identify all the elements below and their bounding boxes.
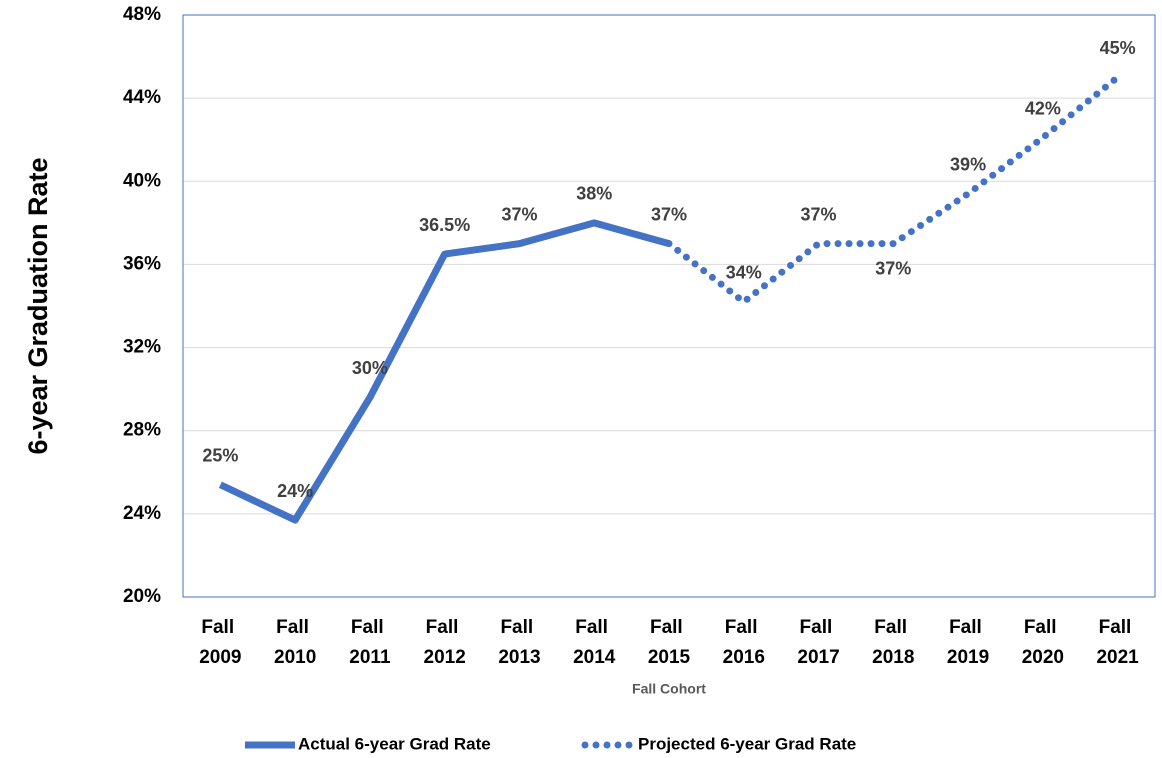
data-label: 37% (501, 204, 537, 224)
data-label: 42% (1025, 98, 1061, 118)
data-label: 37% (875, 258, 911, 278)
data-label: 45% (1100, 38, 1136, 58)
x-tick-label: Fall 2017 (797, 617, 839, 668)
x-tick-label: Fall 2009 (199, 617, 241, 668)
x-tick-label: Fall 2015 (648, 617, 691, 668)
x-tick-label: Fall 2011 (349, 617, 391, 668)
legend-label: Actual 6-year Grad Rate (298, 734, 491, 753)
data-label: 38% (576, 184, 612, 204)
data-label: 39% (950, 155, 986, 175)
x-tick-label: Fall 2020 (1022, 617, 1064, 668)
y-tick-label: 20% (123, 586, 161, 607)
x-tick-label: Fall 2010 (274, 617, 316, 668)
x-tick-label: Fall 2021 (1096, 617, 1139, 668)
x-tick-label: Fall 2014 (573, 617, 616, 668)
y-tick-label: 36% (123, 253, 161, 274)
data-label: 34% (726, 263, 762, 283)
y-axis-title: 6-year Graduation Rate (23, 157, 53, 454)
x-tick-label: Fall 2016 (723, 617, 765, 668)
x-tick-label: Fall 2019 (947, 617, 989, 668)
x-tick-label: Fall 2018 (872, 617, 914, 668)
line-series (218, 219, 670, 524)
y-tick-label: 24% (123, 503, 161, 524)
y-tick-label: 28% (123, 420, 161, 441)
data-label: 25% (202, 446, 238, 466)
data-label: 30% (352, 358, 388, 378)
data-label: 36.5% (419, 215, 470, 235)
line-series (665, 73, 1122, 307)
data-label: 37% (651, 204, 687, 224)
y-tick-label: 32% (123, 337, 161, 358)
x-axis-title: Fall Cohort (632, 681, 706, 697)
legend-label: Projected 6-year Grad Rate (638, 734, 856, 753)
y-tick-label: 40% (123, 170, 161, 191)
x-tick-label: Fall 2012 (424, 617, 466, 668)
plot-border (182, 14, 1156, 598)
y-tick-label: 44% (123, 87, 161, 108)
x-tick-label: Fall 2013 (498, 617, 540, 668)
data-label: 37% (801, 204, 837, 224)
data-label: 24% (277, 481, 313, 501)
y-tick-label: 48% (123, 4, 161, 25)
